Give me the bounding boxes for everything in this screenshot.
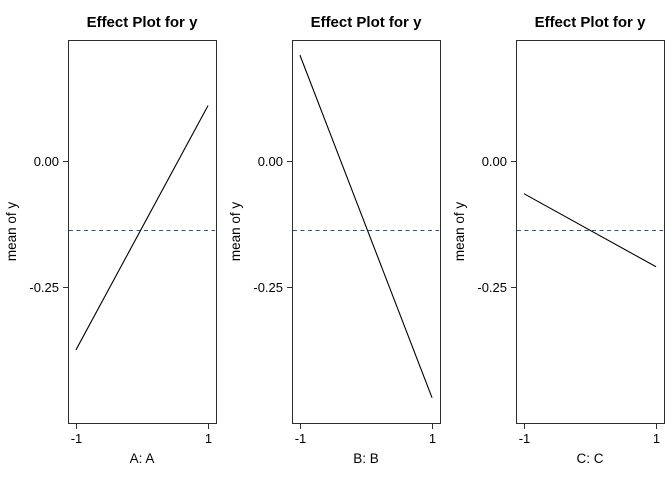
y-tick-label-zero: 0.00 [258, 154, 283, 169]
y-tick-label-neg025: -0.25 [477, 280, 507, 295]
y-tick-label-zero: 0.00 [482, 154, 507, 169]
x-tick-label-pos1: 1 [429, 431, 436, 446]
panel-A-plot-svg: Effect Plot for y 0.00 -0.25 -1 1 A: A m… [4, 14, 217, 466]
x-tick-label-neg1: -1 [295, 431, 307, 446]
panel-A-border [68, 40, 217, 424]
effect-line-B [299, 54, 433, 399]
x-tick-label-pos1: 1 [653, 431, 660, 446]
y-tick-label-neg025: -0.25 [253, 280, 283, 295]
panel-effect-B: Effect Plot for y 0.00 -0.25 -1 1 B: B m… [224, 0, 448, 480]
panel-A-title: Effect Plot for y [87, 14, 199, 31]
panel-B-plot-svg: Effect Plot for y 0.00 -0.25 -1 1 B: B m… [228, 14, 441, 466]
panel-B-title: Effect Plot for y [311, 14, 423, 31]
y-axis-label: mean of y [228, 202, 243, 262]
panel-C-plot-svg: Effect Plot for y 0.00 -0.25 -1 1 C: C m… [452, 14, 665, 466]
x-axis-label-C: C: C [577, 451, 604, 466]
panel-C-border [516, 40, 665, 424]
y-tick-label-zero: 0.00 [34, 154, 59, 169]
x-axis-label-B: B: B [353, 451, 379, 466]
x-tick-label-pos1: 1 [205, 431, 212, 446]
x-axis-label-A: A: A [130, 451, 155, 466]
y-axis-label: mean of y [452, 202, 467, 262]
panel-C-title: Effect Plot for y [535, 14, 647, 31]
y-axis-label: mean of y [4, 202, 19, 262]
y-tick-label-neg025: -0.25 [29, 280, 59, 295]
panel-effect-A: Effect Plot for y 0.00 -0.25 -1 1 A: A m… [0, 0, 224, 480]
effect-line-C [523, 193, 657, 268]
effect-line-A [75, 105, 209, 351]
x-tick-label-neg1: -1 [71, 431, 83, 446]
panel-B-border [292, 40, 441, 424]
panel-effect-C: Effect Plot for y 0.00 -0.25 -1 1 C: C m… [448, 0, 672, 480]
x-tick-label-neg1: -1 [519, 431, 531, 446]
